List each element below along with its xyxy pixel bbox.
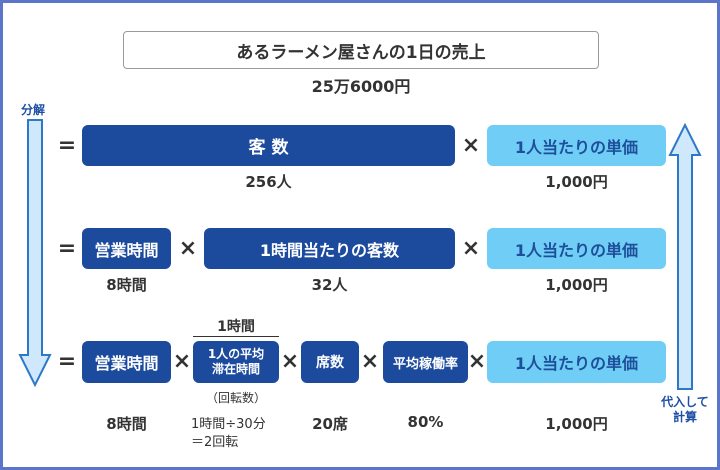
business-hours-value: 8時間	[106, 276, 147, 294]
down-arrow-icon	[18, 119, 52, 388]
occupancy-rate-box: 平均稼働率	[383, 341, 468, 383]
turnover-value-line2: ＝2回転	[191, 435, 239, 450]
diagram-title: あるラーメン屋さんの1日の売上	[123, 31, 599, 69]
left-arrow-label: 分解	[20, 103, 45, 117]
customers-value: 256人	[245, 173, 292, 191]
unit-price-box: 1人当たりの単価	[487, 341, 666, 383]
business-hours-box: 営業時間	[82, 341, 171, 383]
business-hours-box: 営業時間	[82, 228, 171, 269]
unit-price-box: 1人当たりの単価	[487, 125, 666, 166]
times-sign: ×	[360, 349, 380, 374]
times-sign: ×	[178, 236, 198, 261]
average-stay-line1: 1人の平均	[207, 347, 265, 361]
equals-sign: =	[57, 236, 77, 261]
equals-sign: =	[57, 349, 77, 374]
total-sales: 25万6000円	[311, 77, 411, 96]
unit-price-value: 1,000円	[545, 276, 608, 294]
seats-value: 20席	[312, 415, 348, 433]
turnover-value-line1: 1時間÷30分	[191, 417, 266, 432]
right-arrow-label-1: 代入して	[661, 395, 709, 409]
average-stay-box: 1人の平均 滞在時間	[193, 341, 279, 383]
times-sign: ×	[467, 349, 487, 374]
fraction-bar	[193, 336, 279, 337]
times-sign: ×	[461, 133, 481, 158]
right-arrow-label-2: 計算	[672, 410, 697, 424]
occupancy-rate-value: 80%	[407, 413, 444, 431]
seats-box: 席数	[301, 341, 359, 383]
customers-per-hour-value: 32人	[311, 276, 348, 294]
customers-per-hour-box: 1時間当たりの客数	[204, 228, 455, 269]
business-hours-value: 8時間	[106, 415, 147, 433]
unit-price-box: 1人当たりの単価	[487, 228, 666, 269]
unit-price-value: 1,000円	[545, 415, 608, 433]
up-arrow-icon	[668, 123, 702, 390]
times-sign: ×	[461, 236, 481, 261]
equals-sign: =	[57, 133, 77, 158]
customers-box: 客 数	[82, 125, 455, 166]
fraction-numerator: 1時間	[217, 319, 255, 335]
times-sign: ×	[280, 349, 300, 374]
turnover-label: （回転数）	[205, 391, 266, 405]
times-sign: ×	[172, 349, 192, 374]
unit-price-value: 1,000円	[545, 173, 608, 191]
average-stay-line2: 滞在時間	[211, 362, 260, 376]
